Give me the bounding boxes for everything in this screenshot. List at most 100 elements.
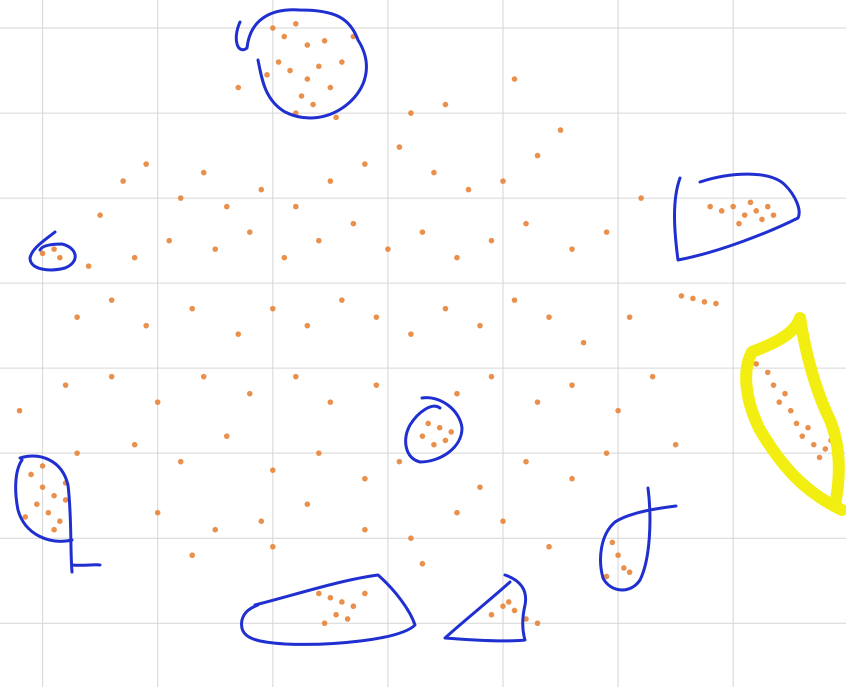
point	[534, 152, 541, 159]
point	[143, 161, 149, 167]
point	[419, 229, 426, 235]
point	[603, 229, 610, 235]
point	[304, 76, 311, 82]
point	[74, 314, 80, 320]
point	[316, 590, 322, 597]
point	[269, 25, 276, 31]
point	[62, 382, 69, 388]
point	[74, 450, 80, 456]
point	[269, 543, 276, 550]
point	[212, 526, 219, 533]
point	[736, 220, 742, 227]
point	[425, 420, 431, 427]
point	[396, 458, 403, 465]
point	[373, 382, 380, 388]
annotation-loop	[240, 573, 417, 646]
point	[108, 373, 115, 380]
point	[51, 246, 57, 252]
point	[764, 203, 771, 210]
point	[339, 59, 345, 65]
point	[431, 441, 437, 448]
point	[436, 424, 443, 431]
point	[523, 220, 529, 227]
annotation-loop	[14, 454, 102, 574]
point	[316, 63, 322, 70]
point	[782, 390, 788, 397]
point	[626, 314, 633, 320]
point	[344, 616, 351, 622]
point	[776, 399, 783, 405]
point	[477, 484, 483, 490]
point	[454, 390, 460, 397]
point	[177, 195, 184, 201]
point	[223, 433, 230, 439]
point	[275, 59, 282, 65]
point	[85, 263, 92, 269]
point	[557, 127, 564, 133]
point	[770, 212, 777, 218]
point	[442, 305, 449, 312]
point	[120, 178, 126, 184]
point	[264, 72, 270, 78]
point	[246, 390, 253, 397]
point	[321, 38, 328, 44]
point	[626, 569, 633, 576]
point	[523, 616, 529, 622]
point	[293, 373, 299, 380]
point	[511, 76, 518, 82]
point	[770, 382, 777, 388]
point	[327, 594, 334, 601]
point	[500, 603, 506, 610]
annotation-loop	[404, 396, 464, 464]
point	[281, 33, 288, 40]
point	[569, 382, 575, 388]
point	[333, 611, 339, 618]
point	[16, 407, 23, 414]
annotation-loop	[443, 573, 528, 643]
point	[442, 101, 449, 108]
point	[730, 203, 736, 210]
point	[534, 399, 541, 405]
point	[753, 361, 760, 367]
point	[805, 424, 811, 431]
point	[569, 475, 575, 482]
point	[569, 246, 575, 252]
point	[615, 407, 621, 414]
point	[269, 305, 276, 312]
point	[327, 178, 334, 184]
annotation-loop	[673, 172, 801, 262]
point	[316, 450, 322, 456]
point	[488, 373, 495, 380]
point	[396, 144, 403, 150]
point	[39, 463, 46, 469]
point	[488, 611, 495, 618]
point	[57, 518, 63, 525]
point	[333, 114, 339, 121]
point	[154, 399, 161, 405]
point	[448, 429, 455, 435]
point	[51, 526, 57, 533]
point	[747, 199, 754, 206]
point	[408, 331, 414, 337]
point	[511, 607, 518, 614]
point	[327, 84, 334, 91]
point	[454, 254, 460, 261]
point	[143, 322, 149, 329]
point	[753, 208, 760, 214]
point	[822, 446, 829, 452]
point	[223, 203, 230, 210]
point	[200, 169, 207, 176]
point	[603, 450, 610, 456]
point	[304, 322, 311, 329]
point	[97, 212, 103, 218]
point	[269, 467, 276, 473]
point	[321, 620, 328, 627]
point	[108, 297, 115, 303]
point	[603, 573, 610, 580]
point	[22, 514, 29, 520]
point	[287, 67, 293, 74]
point	[701, 299, 708, 305]
point	[787, 407, 794, 414]
